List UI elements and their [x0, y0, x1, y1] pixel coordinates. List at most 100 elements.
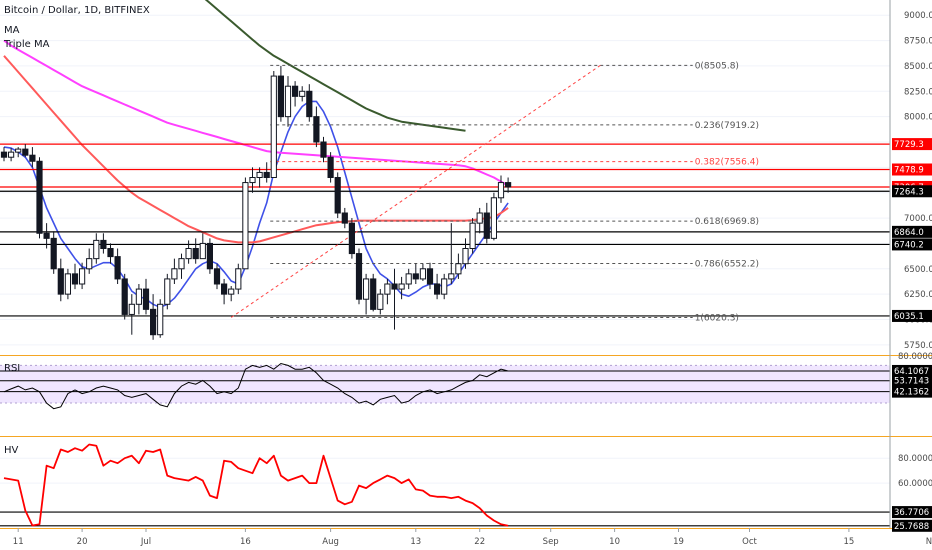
study-label-ma: MA: [4, 25, 20, 36]
candle-down: [150, 308, 157, 336]
candle-down: [121, 278, 128, 315]
hline-value-label-bg: [892, 309, 932, 322]
rsi-pane-title: RSI: [4, 363, 20, 374]
rsi-line: [3, 362, 509, 410]
time-tick-label: Aug: [322, 537, 339, 547]
hline-value-label: 7264.3: [894, 187, 924, 197]
candle-down: [29, 154, 36, 162]
candle-up: [377, 293, 384, 310]
rsi-level-label-bg: [892, 364, 932, 377]
candle-down: [192, 248, 199, 260]
candle-down: [341, 212, 348, 224]
candle-down: [50, 237, 57, 270]
hv-tick-label: 60.0000: [898, 479, 932, 489]
time-axis[interactable]: 11 20 Jul 16 Aug 13 22 Sep 10 19 Oct 15 Nov: [13, 528, 932, 547]
candle-down: [57, 268, 64, 295]
candle-down: [434, 283, 441, 295]
hline-value-label-bg: [892, 225, 932, 238]
ma-line-3: [3, 39, 509, 187]
candle-down: [206, 242, 214, 270]
candle-up: [185, 248, 192, 260]
fib-level-label: 1(6020.3): [695, 313, 739, 323]
candle-down: [426, 268, 434, 285]
rsi-level-label: 64.1067: [894, 367, 929, 377]
time-tick-label: 19: [673, 537, 684, 547]
candle-up: [242, 182, 249, 270]
hline-value-label-bg: [892, 238, 932, 251]
candle-down: [107, 248, 114, 258]
fib-level-label: 0.382(7556.4): [695, 158, 759, 168]
candle-up: [256, 171, 263, 179]
time-tick-label: Nov: [926, 537, 932, 547]
price-tick-label: 5750.0: [904, 341, 932, 351]
hv-line: [3, 443, 509, 527]
price-tick-label: 6500.0: [904, 265, 932, 275]
candle-up: [490, 197, 497, 239]
time-tick-label: 20: [77, 537, 88, 547]
candle-up: [228, 288, 235, 295]
candle-down: [355, 253, 363, 300]
hline-value-label: 6035.1: [894, 312, 924, 322]
moving-average-lines: [3, 0, 509, 309]
fib-level-label: 0(8505.8): [695, 61, 739, 71]
fib-level-label: 0.618(6969.8): [695, 217, 759, 227]
hv-level-label-bg: [892, 506, 932, 519]
ma-line-2: [3, 55, 509, 244]
symbol-title: Bitcoin / Dollar, 1D, BITFINEX: [4, 5, 150, 16]
hv-pane: HV: [0, 443, 890, 527]
candle-down: [412, 273, 419, 280]
time-tick-label: 16: [240, 537, 251, 547]
price-grid: [0, 14, 890, 346]
candle-up: [164, 278, 171, 305]
candle-up: [93, 239, 100, 260]
candle-up: [462, 248, 469, 265]
rsi-grid: [0, 364, 890, 404]
candle-down: [348, 222, 355, 255]
candle-up: [64, 273, 72, 295]
time-tick-label: Sep: [543, 537, 559, 547]
hv-level-label-bg: [892, 519, 932, 532]
price-pane-background: [0, 0, 890, 355]
rsi-pane: RSI: [0, 362, 890, 410]
candle-down: [370, 278, 377, 310]
price-tick-label: 8750.0: [904, 37, 932, 47]
candle-up: [79, 268, 86, 285]
price-tick-label: 6250.0: [904, 290, 932, 300]
candle-up: [405, 273, 412, 285]
candle-down: [0, 151, 8, 158]
candle-up: [441, 278, 448, 295]
candle-up: [469, 222, 476, 249]
candle-down: [327, 156, 334, 178]
candle-up: [157, 303, 164, 336]
candle-up: [86, 258, 93, 270]
candle-up: [171, 268, 178, 280]
candle-up: [128, 303, 135, 315]
candle-up: [135, 288, 143, 305]
candle-down: [36, 160, 43, 234]
horizontal-lines: [0, 143, 890, 317]
time-tick-label: Jul: [140, 537, 151, 547]
candle-down: [263, 171, 270, 179]
candle-down: [100, 239, 107, 249]
ma-line-4: [204, 0, 466, 132]
candle-down: [43, 232, 50, 239]
candle-down: [313, 116, 320, 143]
candle-down: [292, 85, 299, 97]
time-tick-label: 22: [474, 537, 485, 547]
candle-up: [497, 182, 505, 199]
fib-level-label: 0.786(6552.2): [695, 259, 759, 269]
candle-up: [363, 278, 370, 300]
price-axis[interactable]: 5750.06000.06250.06500.06750.07000.07250…: [889, 0, 932, 532]
candle-up: [270, 75, 277, 178]
candle-down: [22, 148, 29, 156]
candle-down: [334, 177, 341, 214]
rsi-level-label-bg: [892, 374, 932, 387]
candle-up: [178, 258, 185, 270]
hv-tick-label: 80.0000: [898, 454, 932, 464]
time-tick-label: 10: [609, 537, 620, 547]
candle-up: [398, 283, 405, 290]
candle-up: [284, 85, 292, 118]
candle-down: [391, 283, 398, 290]
candle-up: [476, 212, 483, 224]
